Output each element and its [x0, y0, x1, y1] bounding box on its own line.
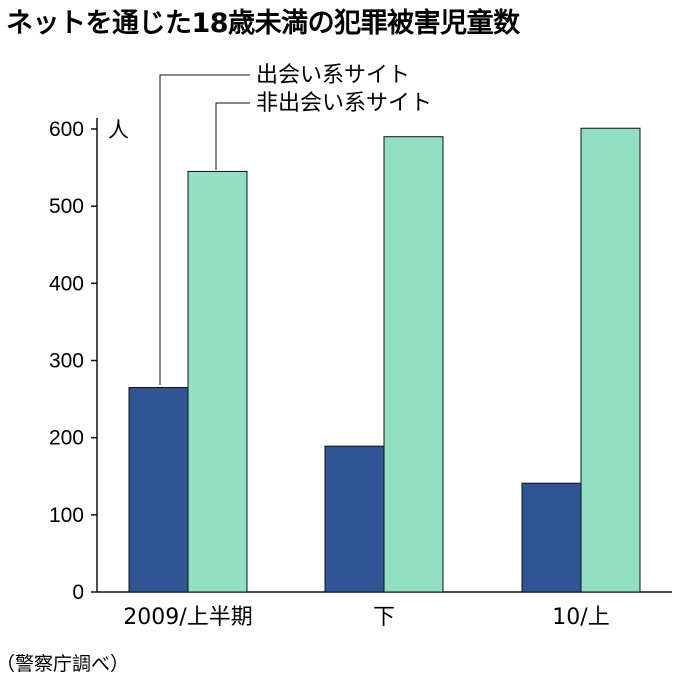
bar-series-2-0	[187, 170, 248, 593]
x-categories: 2009/上半期 下 10/上	[123, 605, 609, 630]
bars	[128, 127, 641, 593]
bar-series-1-1	[324, 445, 385, 593]
bar-series-1-2	[521, 482, 582, 593]
y-tick-label: 400	[49, 272, 84, 295]
y-ticks: 0 100 200 300 400 500 600	[49, 118, 97, 604]
bar-series-1-0	[128, 387, 189, 593]
source-note: （警察庁調べ）	[0, 653, 129, 675]
y-tick-label: 600	[49, 118, 84, 141]
y-tick-label: 500	[49, 195, 84, 218]
y-tick-label: 0	[72, 581, 84, 604]
chart-title: ネットを通じた18歳未満の犯罪被害児童数	[6, 7, 521, 39]
legend-label-series-1: 出会い系サイト	[256, 63, 410, 88]
x-category-label: 2009/上半期	[123, 605, 252, 630]
bar-series-2-1	[383, 136, 444, 593]
legend: 出会い系サイト 非出会い系サイト	[159, 63, 432, 385]
x-category-label: 10/上	[552, 605, 609, 630]
bar-series-2-2	[580, 127, 641, 593]
legend-leader-series-2	[215, 102, 250, 170]
y-tick-label: 200	[49, 427, 84, 450]
y-tick-label: 100	[49, 504, 84, 527]
y-tick-label: 300	[49, 350, 84, 373]
legend-label-series-2: 非出会い系サイト	[256, 91, 432, 116]
y-unit-label: 人	[108, 118, 129, 142]
x-category-label: 下	[373, 605, 395, 630]
legend-leader-series-1	[159, 74, 250, 385]
